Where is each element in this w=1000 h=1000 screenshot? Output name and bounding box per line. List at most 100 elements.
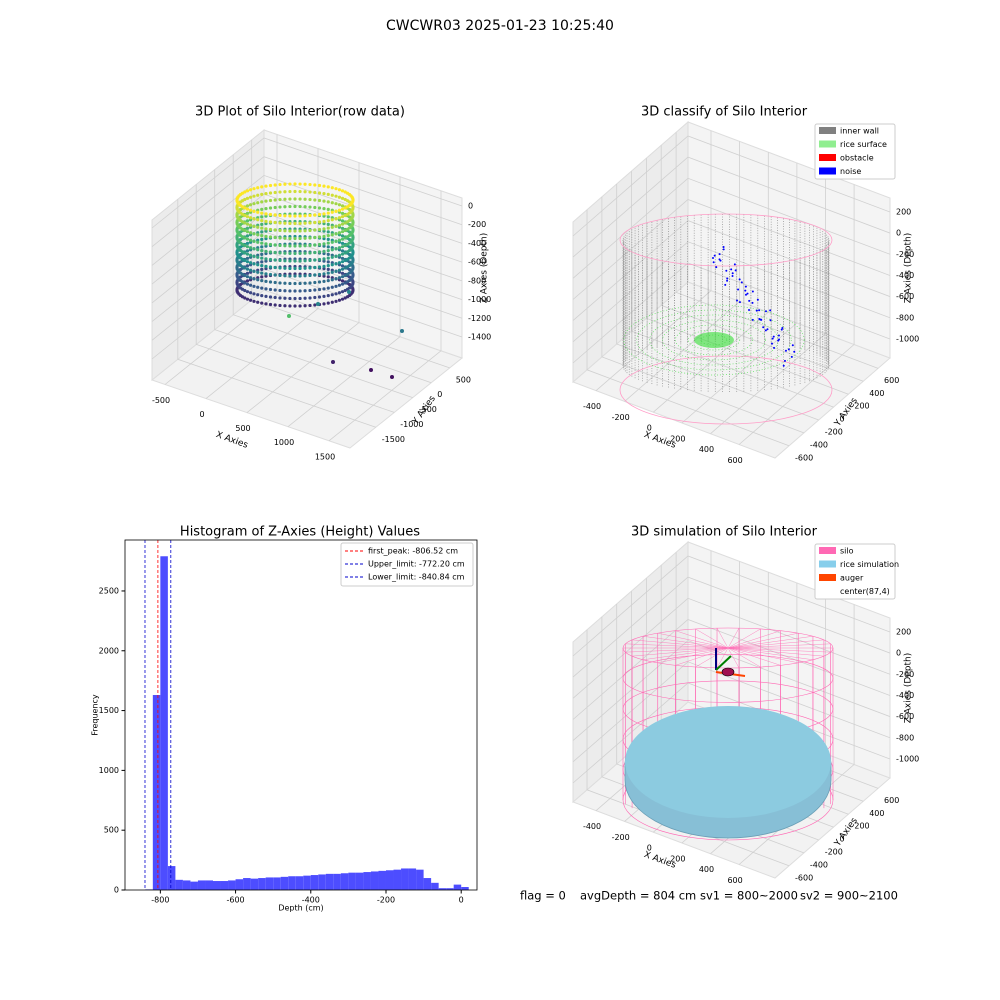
point-cloud [340, 271, 345, 275]
noise [773, 346, 776, 349]
point-cloud [334, 217, 338, 221]
legend-swatch [819, 140, 836, 148]
bar [446, 888, 454, 890]
z-axis-label: Z Axies (Depth) [480, 233, 490, 304]
auger [721, 667, 735, 677]
point-cloud [293, 266, 297, 271]
bar [318, 874, 326, 890]
y-tick-label: 400 [869, 389, 884, 398]
grid-line [195, 184, 395, 413]
point-cloud [337, 261, 342, 265]
bar [408, 868, 417, 890]
rice-surface [662, 319, 766, 361]
point-cloud [245, 234, 250, 238]
legend-label: first_peak: -806.52 cm [368, 547, 458, 556]
point-cloud [260, 192, 264, 196]
point-cloud [322, 287, 326, 291]
point-cloud [308, 228, 312, 233]
point-cloud [322, 272, 326, 276]
grid-line [586, 209, 790, 447]
rice-surface [675, 324, 753, 356]
point-cloud [326, 237, 330, 241]
z-tick-label: -800 [896, 313, 914, 322]
point-cloud [256, 210, 260, 214]
point-cloud [298, 289, 302, 293]
point-cloud [340, 241, 345, 245]
point-cloud [256, 225, 260, 229]
chart-title: 3D simulation of Silo Interior [631, 525, 818, 540]
silo-wire [643, 647, 729, 660]
grid-line [572, 555, 891, 657]
point-cloud [278, 228, 282, 233]
noise [751, 318, 754, 321]
noise [715, 266, 718, 269]
point-cloud [293, 296, 297, 301]
point-cloud [317, 265, 322, 269]
x-tick-label: 1000 [274, 438, 294, 447]
point-cloud [260, 211, 264, 215]
point-cloud [264, 242, 268, 246]
noise [793, 350, 796, 353]
point-cloud [340, 260, 345, 264]
point-cloud [268, 191, 273, 195]
point-cloud [256, 201, 260, 205]
point-cloud [340, 264, 345, 268]
rice-surface [687, 329, 741, 351]
point-cloud [293, 251, 297, 256]
point-cloud [293, 289, 297, 293]
point-cloud [252, 239, 256, 243]
point-cloud [273, 273, 277, 277]
point-cloud [316, 302, 320, 306]
point-cloud [248, 203, 253, 207]
point-cloud [260, 219, 264, 223]
x-axis-label: X Axies [642, 430, 677, 451]
point-cloud [260, 249, 264, 253]
point-cloud [260, 294, 264, 298]
point-cloud [343, 288, 347, 293]
grid-line [646, 158, 849, 395]
point-cloud [308, 205, 312, 209]
point-cloud [343, 296, 347, 300]
point-cloud [330, 278, 334, 282]
point-cloud [264, 219, 268, 223]
noise [730, 268, 733, 271]
point-cloud [326, 256, 330, 260]
point-cloud [252, 299, 256, 303]
point-cloud [322, 207, 326, 211]
point-cloud [326, 271, 330, 275]
z-tick-label: -800 [896, 733, 914, 742]
grid-line [151, 268, 463, 360]
bar [190, 881, 198, 890]
silo-wire [727, 632, 799, 649]
silo-outline [619, 213, 833, 267]
point-cloud [313, 303, 317, 307]
point-cloud [264, 249, 268, 253]
point-cloud [326, 267, 330, 271]
point-cloud [288, 189, 292, 194]
noise [712, 257, 714, 259]
silo-wire [675, 630, 729, 649]
point-cloud [303, 266, 307, 270]
legend-swatch [819, 167, 836, 175]
grid-line [572, 661, 891, 763]
point-cloud [330, 270, 334, 274]
point-cloud [283, 281, 287, 285]
point-cloud [264, 234, 268, 238]
y-tick-label: 200 [854, 822, 869, 831]
grid-line [675, 132, 879, 369]
point-cloud [369, 368, 373, 372]
point-cloud [337, 208, 342, 212]
point-cloud [273, 183, 277, 187]
point-cloud [245, 279, 250, 283]
point-cloud [287, 314, 291, 318]
x-axis-label: X Axies [642, 850, 677, 871]
point-cloud [317, 287, 322, 292]
z-tick-label: -200 [896, 670, 914, 679]
noise [722, 248, 725, 251]
point-cloud [322, 192, 326, 196]
grid-line [572, 576, 891, 678]
point-cloud [317, 272, 322, 277]
point-cloud [337, 268, 342, 272]
footer-flag: flag = 0 [520, 889, 566, 903]
point-cloud [340, 226, 345, 230]
